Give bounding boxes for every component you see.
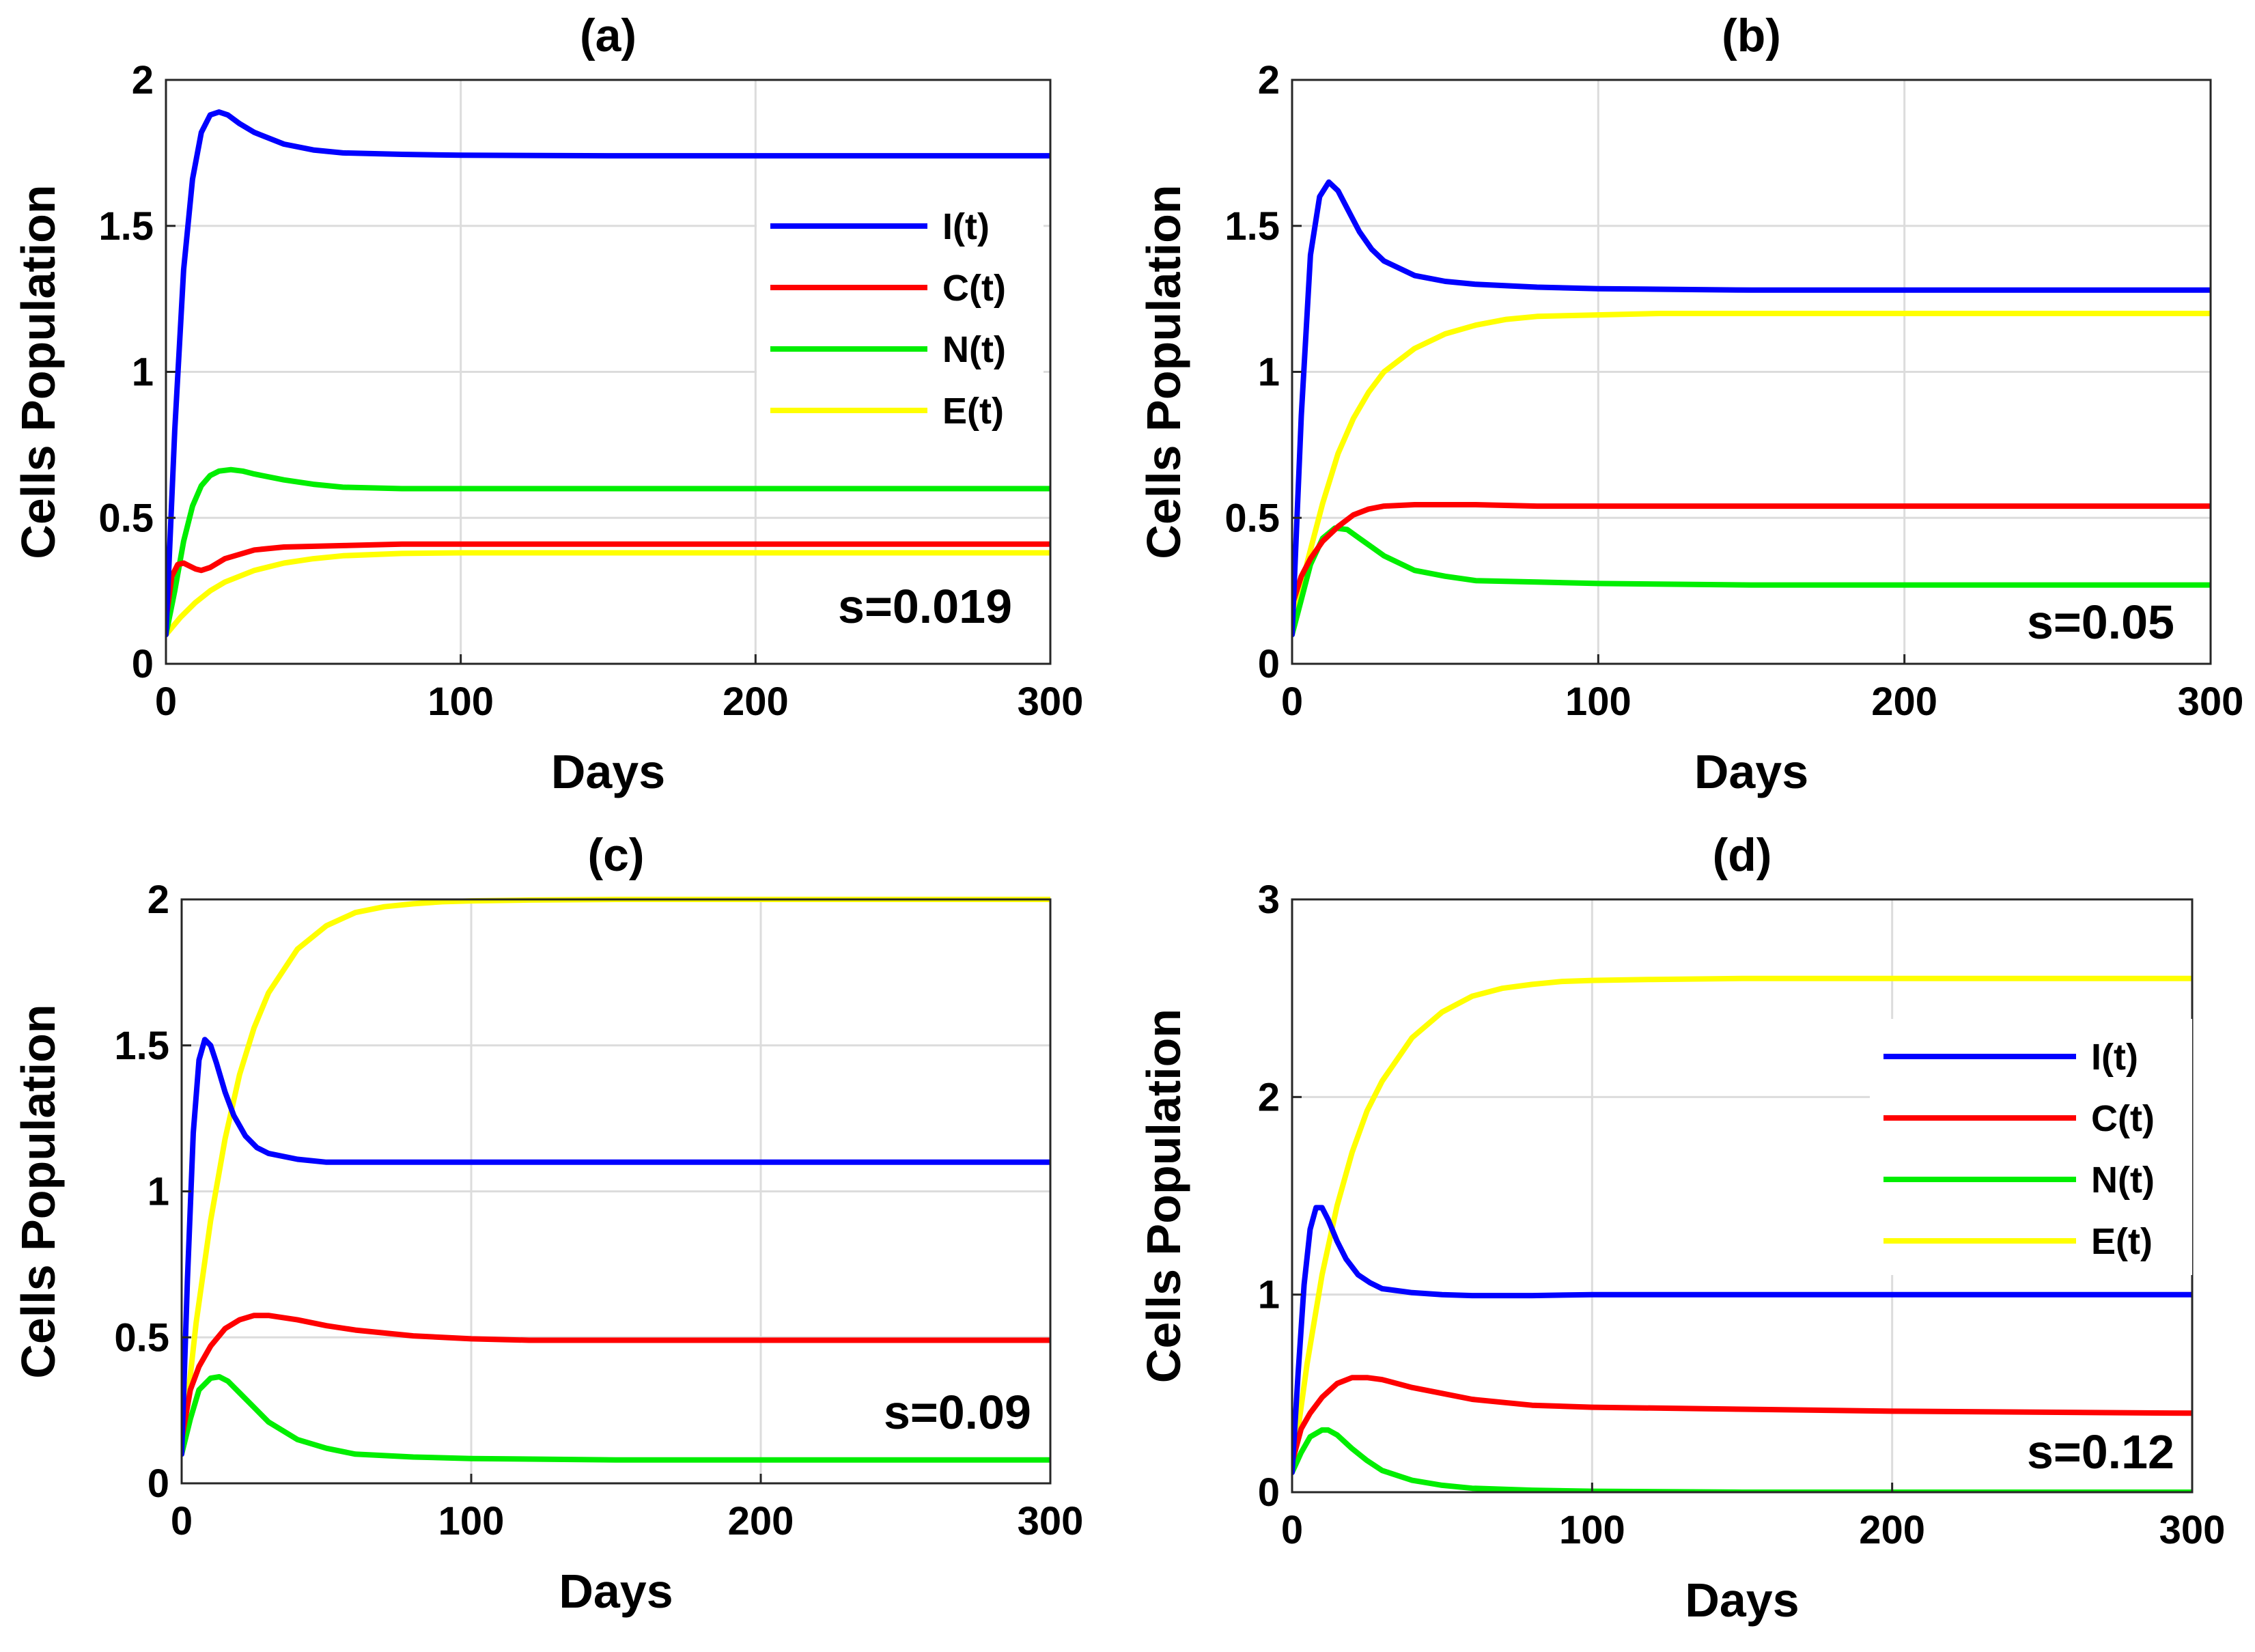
x-tick-label: 100: [1565, 680, 1631, 724]
x-axis-label: Days: [1685, 1573, 1799, 1627]
y-tick-label: 0: [148, 1461, 169, 1506]
y-axis-label: Cells Population: [12, 1004, 65, 1378]
panel-title: (a): [580, 10, 636, 61]
y-tick-label: 0.5: [1224, 496, 1280, 540]
y-tick-label: 0.5: [98, 496, 154, 540]
x-tick-label: 0: [1281, 680, 1303, 724]
x-tick-label: 300: [1018, 1499, 1084, 1543]
legend-label: I(t): [2091, 1037, 2138, 1078]
y-tick-label: 0: [132, 642, 154, 686]
y-tick-label: 1: [132, 350, 154, 395]
x-tick-label: 0: [1281, 1508, 1303, 1552]
y-tick-label: 1.5: [1224, 204, 1280, 249]
panel-b: 0 100 200 300 0 0.5 1 1.5 2 (b) Days Cells Populati…: [1137, 10, 2243, 798]
legend: I(t) C(t) N(t) E(t): [757, 188, 1044, 441]
series-line-et: [1292, 975, 2192, 1476]
series-line-et: [166, 550, 1050, 638]
series-line-nt: [166, 466, 1050, 638]
x-tick-label: 200: [728, 1499, 794, 1543]
legend-box: [757, 188, 1044, 441]
legend-label: I(t): [942, 206, 990, 247]
series-line-et: [1292, 311, 2211, 638]
panel-title: (c): [587, 829, 644, 881]
y-axis-label: Cells Population: [12, 184, 65, 559]
y-axis-label: Cells Population: [1137, 1009, 1190, 1383]
panel-title: (b): [1722, 10, 1781, 61]
series-line-it: [1292, 179, 2211, 638]
series-line-it: [1292, 1205, 2192, 1476]
y-tick-label: 0: [1258, 642, 1280, 686]
y-tick-label: 2: [148, 878, 169, 922]
y-tick-label: 1.5: [98, 204, 154, 249]
series-line-nt: [182, 1374, 1050, 1463]
x-axis-label: Days: [559, 1565, 673, 1618]
y-tick-label: 2: [1258, 1075, 1280, 1119]
x-tick-label: 0: [155, 680, 177, 724]
legend-label: N(t): [942, 329, 1006, 370]
series-line-ct: [1292, 1375, 2192, 1466]
parameter-annotation: s=0.09: [884, 1386, 1031, 1439]
legend: I(t) C(t) N(t) E(t): [1870, 1019, 2192, 1275]
series-line-ct: [166, 541, 1050, 623]
panel-d: 0 100 200 300 0 1 2 3 (d) Days Cells Population s=0…: [1137, 829, 2225, 1627]
panel-c: 0 100 200 300 0 0.5 1 1.5 2 (c) Days Cells Populati…: [12, 829, 1083, 1618]
x-tick-label: 300: [1018, 680, 1084, 724]
y-tick-label: 1.5: [114, 1024, 169, 1068]
y-tick-label: 0: [1258, 1470, 1280, 1515]
x-tick-label: 200: [1871, 680, 1937, 724]
x-tick-label: 100: [428, 680, 494, 724]
series-line-it: [166, 109, 1050, 638]
panel-a: 0 100 200 300 0 0.5 1 1.5 2 (a) Days Cells Populati…: [12, 10, 1083, 798]
legend-label: C(t): [942, 268, 1006, 309]
y-tick-label: 1: [1258, 350, 1280, 395]
x-axis-label: Days: [551, 745, 665, 798]
series-group: [166, 109, 1050, 638]
parameter-annotation: s=0.05: [2027, 596, 2174, 649]
legend-box: [1870, 1019, 2192, 1275]
x-tick-label: 300: [2159, 1508, 2226, 1552]
y-tick-label: 2: [132, 58, 154, 102]
parameter-annotation: s=0.12: [2027, 1425, 2174, 1479]
x-tick-label: 200: [1859, 1508, 1925, 1552]
x-tick-label: 100: [438, 1499, 505, 1543]
y-tick-label: 1: [1258, 1273, 1280, 1317]
x-tick-label: 0: [171, 1499, 193, 1543]
y-axis-label: Cells Population: [1137, 184, 1190, 559]
panel-title: (d): [1713, 829, 1772, 881]
series-group: [1292, 179, 2211, 638]
y-tick-label: 2: [1258, 58, 1280, 102]
parameter-annotation: s=0.019: [838, 580, 1012, 633]
legend-label: E(t): [942, 391, 1004, 432]
legend-label: C(t): [2091, 1098, 2155, 1139]
x-tick-label: 200: [723, 680, 789, 724]
x-axis-label: Days: [1694, 745, 1808, 798]
x-tick-label: 300: [2178, 680, 2244, 724]
x-tick-label: 100: [1559, 1508, 1625, 1552]
series-line-it: [182, 1037, 1050, 1457]
y-tick-label: 0.5: [114, 1315, 169, 1360]
series-line-ct: [1292, 502, 2211, 608]
y-tick-label: 3: [1258, 878, 1280, 922]
legend-label: E(t): [2091, 1221, 2153, 1262]
y-tick-label: 1: [148, 1170, 169, 1214]
legend-label: N(t): [2091, 1160, 2155, 1201]
series-line-ct: [182, 1313, 1050, 1442]
